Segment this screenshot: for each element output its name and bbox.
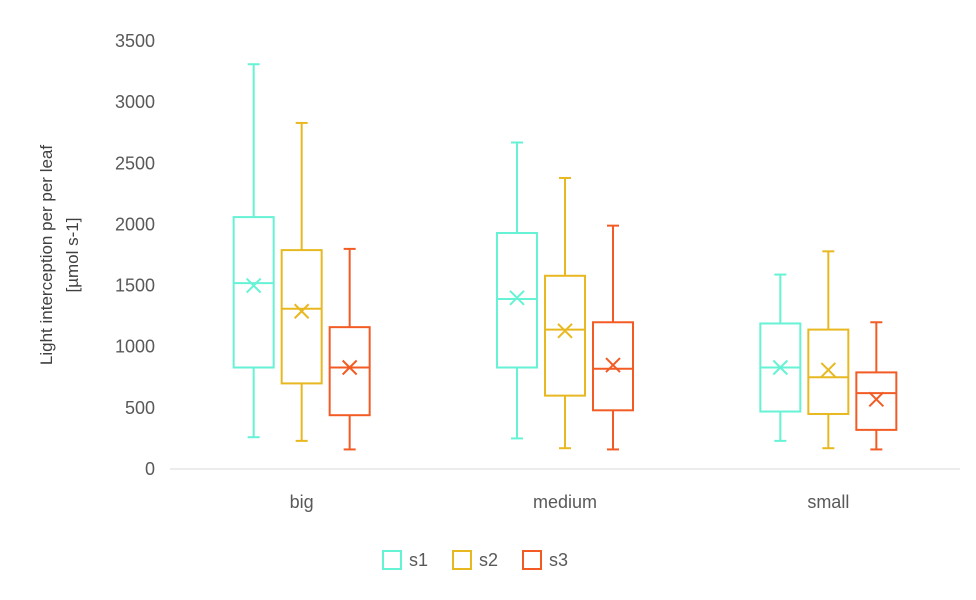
legend-item-s1: s1 <box>382 550 428 570</box>
y-tick-label: 1500 <box>115 276 155 296</box>
y-tick-label: 3500 <box>115 31 155 51</box>
mean-marker <box>293 303 310 319</box>
mean-marker <box>772 359 789 376</box>
iqr-box <box>855 371 898 431</box>
y-axis-title-line-1: Light interception per per leaf <box>37 145 56 365</box>
box-s2-small <box>807 250 850 450</box>
mean-marker <box>605 357 621 373</box>
iqr-box <box>232 216 275 369</box>
legend-swatch <box>522 550 542 570</box>
box-series <box>232 63 898 451</box>
y-axis-title-line-2: [µmol s-1] <box>63 218 82 293</box>
mean-marker <box>509 290 525 306</box>
mean-marker <box>341 359 358 376</box>
iqr-box <box>280 249 323 385</box>
box-s1-medium <box>496 141 538 440</box>
y-axis-title: Light interception per per leaf [µmol s-1… <box>37 145 82 365</box>
y-tick-label: 2000 <box>115 214 155 234</box>
y-tick-label: 3000 <box>115 92 155 112</box>
mean-marker <box>245 277 262 294</box>
legend-item-s3: s3 <box>522 550 568 570</box>
box-s3-small <box>855 321 898 451</box>
y-tick-label: 2500 <box>115 153 155 173</box>
legend-swatch <box>382 550 402 570</box>
x-category-label: small <box>807 492 849 512</box>
box-s3-big <box>328 247 371 451</box>
mean-marker <box>868 391 885 408</box>
legend-label: s1 <box>409 550 428 570</box>
iqr-box <box>807 328 850 415</box>
y-axis-ticks: 0 500 1000 1500 2000 2500 3000 3500 <box>115 31 155 479</box>
legend-item-s2: s2 <box>452 550 498 570</box>
y-tick-label: 1000 <box>115 337 155 357</box>
x-category-label: medium <box>533 492 597 512</box>
legend-label: s3 <box>549 550 568 570</box>
x-category-label: big <box>290 492 314 512</box>
y-tick-label: 500 <box>125 398 155 418</box>
legend: s1 s2 s3 <box>382 550 568 570</box>
box-s1-small <box>759 273 802 442</box>
iqr-box <box>496 231 538 369</box>
iqr-box <box>544 274 586 397</box>
box-s2-big <box>280 121 323 442</box>
y-tick-label: 0 <box>145 459 155 479</box>
box-s1-big <box>232 63 275 439</box>
legend-swatch <box>452 550 472 570</box>
legend-label: s2 <box>479 550 498 570</box>
box-s3-medium <box>592 224 634 451</box>
mean-marker <box>557 323 573 339</box>
iqr-box <box>328 326 371 417</box>
x-axis: big medium small <box>170 468 960 512</box>
mean-marker <box>820 362 837 378</box>
box-s2-medium <box>544 176 586 450</box>
